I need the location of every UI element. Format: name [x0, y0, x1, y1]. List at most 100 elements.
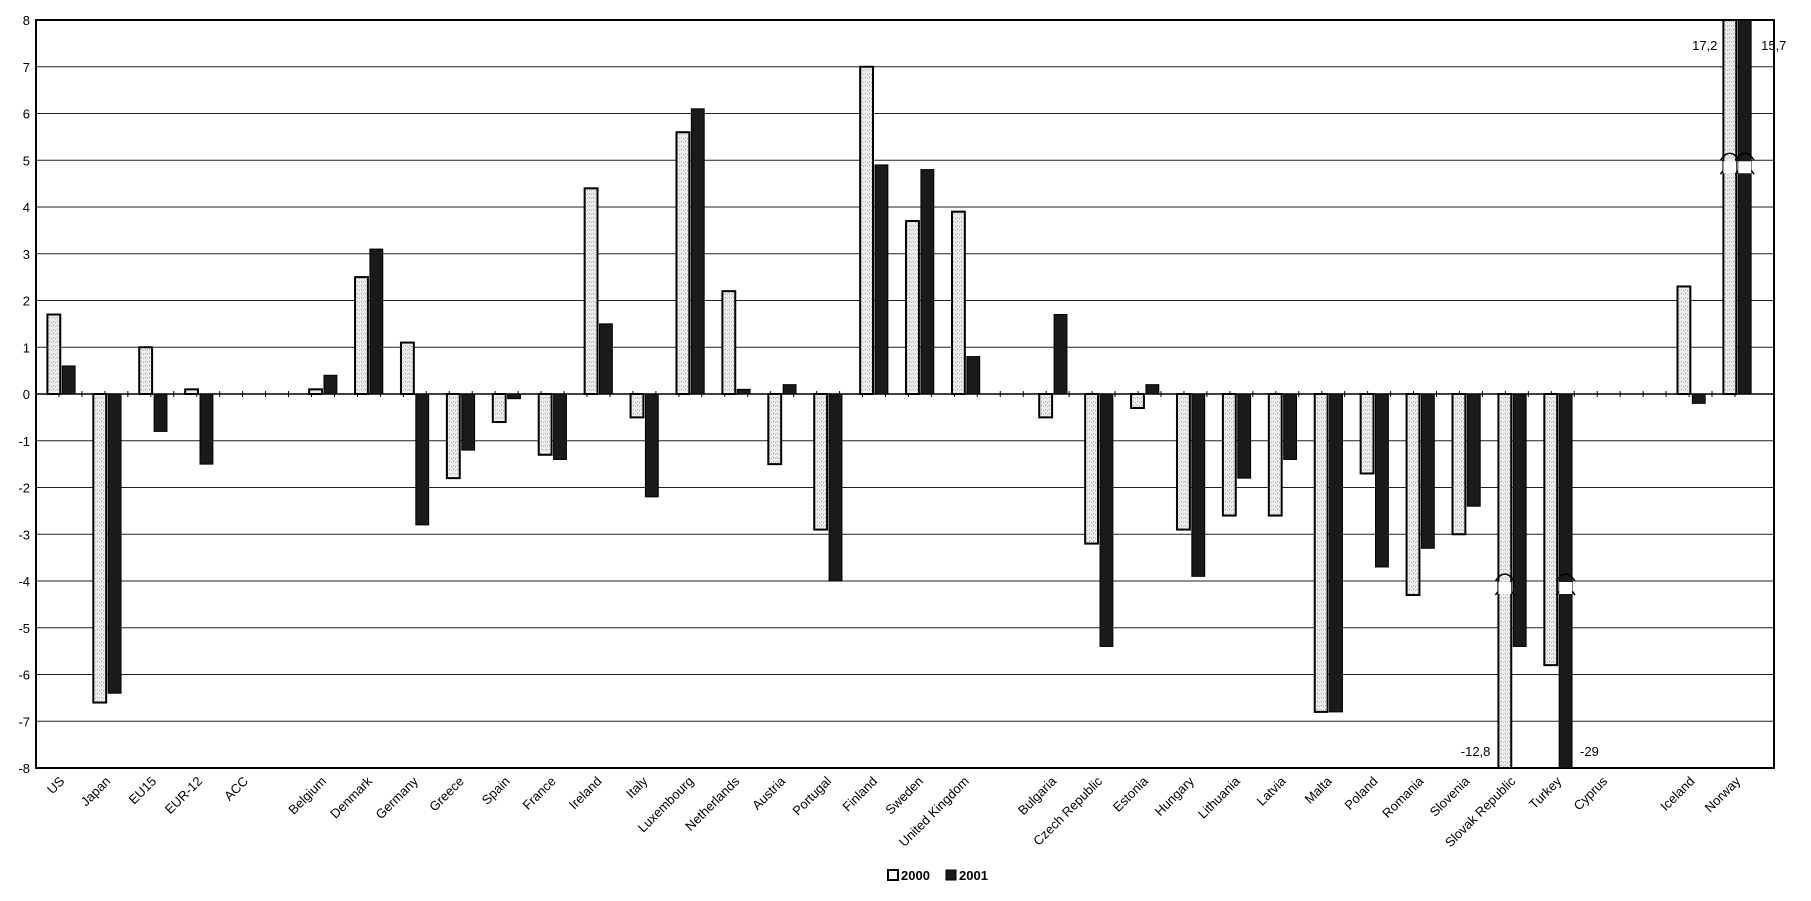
- bar-2000-poland: [1359, 393, 1375, 475]
- bar-2000-france: [537, 393, 553, 456]
- bar-2001-sweden: [920, 169, 935, 395]
- bar-2001-austria: [782, 384, 797, 395]
- bar-2001-portugal: [828, 393, 843, 582]
- bar-2000-iceland: [1676, 285, 1692, 396]
- axis-breaks: [1494, 152, 1755, 596]
- bar-2001-greece: [461, 393, 476, 451]
- bar-2001-bulgaria: [1053, 314, 1068, 395]
- category-label: Romania: [1379, 773, 1427, 821]
- legend-label-2000: 2000: [901, 868, 930, 883]
- bar-2001-us: [61, 365, 76, 395]
- legend-swatch-2001: [945, 869, 957, 881]
- category-label: Iceland: [1657, 774, 1697, 814]
- bar-2000-finland: [859, 65, 875, 395]
- axis-break-gap: [1498, 582, 1512, 594]
- y-tick-label: -4: [18, 574, 30, 589]
- bar-2001-turkey: [1558, 393, 1573, 769]
- y-tick-label: -8: [18, 761, 30, 776]
- bars: [46, 19, 1752, 769]
- bar-2000-ireland: [583, 187, 599, 395]
- category-label: Malta: [1302, 773, 1336, 807]
- category-label: Cyprus: [1570, 773, 1610, 813]
- data-label: 17,2: [1692, 38, 1717, 53]
- category-label: Sweden: [882, 774, 926, 818]
- data-label: -29: [1580, 744, 1599, 759]
- bar-2000-luxembourg: [675, 131, 691, 395]
- y-tick-label: 1: [23, 340, 30, 355]
- y-tick-label: 7: [23, 60, 30, 75]
- bar-2000-united-kingdom: [950, 210, 966, 395]
- bar-2001-germany: [415, 393, 430, 526]
- bar-2000-spain: [491, 393, 507, 424]
- legend: 2000 2001: [887, 868, 988, 883]
- axis-break-gap: [1559, 582, 1573, 594]
- legend-swatch-2000: [887, 869, 899, 881]
- bar-2000-lithuania: [1221, 393, 1237, 517]
- category-label: Lithuania: [1195, 773, 1243, 821]
- bar-2000-austria: [767, 393, 783, 466]
- bar-2000-germany: [399, 341, 415, 396]
- bar-2000-slovak-republic: [1497, 393, 1513, 769]
- axis-break-gap: [1723, 161, 1737, 174]
- bar-2001-france: [553, 393, 567, 460]
- data-label: 15,7: [1761, 38, 1786, 53]
- bar-2001-luxembourg: [690, 108, 705, 395]
- y-tick-label: 4: [23, 200, 30, 215]
- bar-2000-bulgaria: [1038, 393, 1054, 419]
- category-label: ACC: [221, 774, 251, 804]
- bar-2000-turkey: [1543, 393, 1559, 667]
- bar-2000-eur-12: [184, 388, 200, 396]
- bar-2000-netherlands: [721, 290, 737, 395]
- category-label: Norway: [1702, 773, 1744, 815]
- y-tick-label: 6: [23, 107, 30, 122]
- bar-2000-czech-republic: [1084, 393, 1100, 545]
- category-label: US: [44, 773, 68, 797]
- bar-2001-netherlands: [736, 388, 751, 395]
- axis-break-gap: [1738, 161, 1752, 174]
- bar-2001-latvia: [1283, 393, 1298, 460]
- bar-2001-lithuania: [1237, 393, 1252, 479]
- y-tick-label: 3: [23, 247, 30, 262]
- y-tick-label: -7: [18, 714, 30, 729]
- bar-2001-slovenia: [1466, 393, 1481, 507]
- bar-2000-portugal: [813, 393, 829, 531]
- category-label: Greece: [426, 774, 467, 815]
- bar-2000-japan: [92, 393, 108, 704]
- bar-2000-romania: [1405, 393, 1421, 597]
- y-tick-label: -1: [18, 434, 30, 449]
- y-tick-label: -5: [18, 621, 30, 636]
- bar-2001-belgium: [323, 374, 338, 395]
- category-label: EUR-12: [162, 774, 205, 817]
- bar-2000-slovenia: [1451, 393, 1467, 536]
- bar-2000-latvia: [1267, 393, 1283, 517]
- y-tick-label: 5: [23, 153, 30, 168]
- bar-2000-greece: [445, 393, 461, 480]
- bar-2001-czech-republic: [1099, 393, 1114, 647]
- bar-2001-spain: [507, 393, 522, 400]
- bar-2001-estonia: [1145, 384, 1160, 395]
- bar-2001-malta: [1329, 393, 1343, 713]
- bar-2001-eu15: [153, 393, 168, 432]
- data-label: -12,8: [1461, 744, 1491, 759]
- category-label: Italy: [623, 773, 651, 801]
- bar-2000-denmark: [354, 276, 369, 395]
- category-label: Germany: [373, 773, 422, 822]
- bar-2000-malta: [1313, 393, 1329, 713]
- y-tick-label: -6: [18, 668, 30, 683]
- bar-2000-sweden: [905, 220, 920, 395]
- bar-2001-iceland: [1691, 393, 1706, 404]
- gridlines: [36, 66, 1774, 722]
- bar-2000-hungary: [1175, 393, 1191, 531]
- bar-2000-norway: [1722, 19, 1738, 395]
- y-tick-label: 0: [23, 387, 30, 402]
- y-tick-label: 8: [23, 13, 30, 28]
- bar-2001-slovak-republic: [1512, 393, 1527, 647]
- category-label: Hungary: [1152, 773, 1198, 819]
- y-tick-label: -3: [18, 527, 30, 542]
- category-label: Ireland: [566, 774, 605, 813]
- bar-2000-italy: [629, 393, 645, 419]
- bar-2001-denmark: [369, 248, 384, 395]
- bar-2000-estonia: [1130, 393, 1145, 410]
- category-label: Portugal: [789, 773, 834, 818]
